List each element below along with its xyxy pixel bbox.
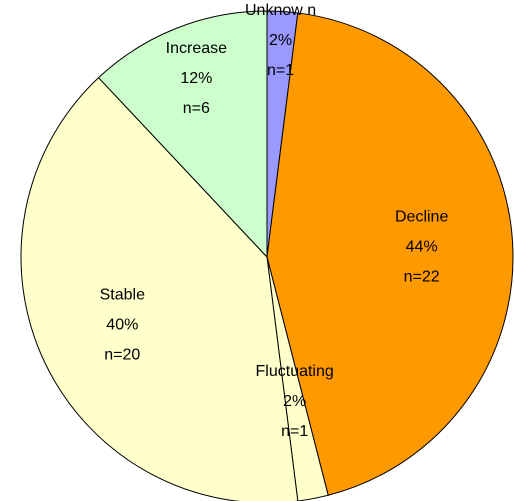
slice-percent: 44% [406, 238, 438, 255]
slice-label: Unknow n [245, 2, 316, 19]
pie-slice [266, 256, 329, 501]
slice-percent: 40% [106, 316, 138, 333]
slice-count: n=22 [404, 268, 440, 285]
pie-slice [97, 10, 268, 259]
slice-label: Fluctuating [256, 363, 334, 380]
slice-label: Stable [100, 286, 145, 303]
slice-count: n=6 [183, 100, 210, 117]
pie-slice [20, 76, 299, 501]
slice-label: Increase [166, 40, 227, 57]
slice-label: Decline [395, 208, 448, 225]
pie-slice [266, 12, 514, 496]
slice-percent: 12% [180, 70, 212, 87]
slice-count: n=1 [281, 423, 308, 440]
slice-count: n=1 [267, 62, 294, 79]
slice-percent: 2% [269, 32, 292, 49]
slice-percent: 2% [283, 393, 306, 410]
slice-count: n=20 [104, 346, 140, 363]
